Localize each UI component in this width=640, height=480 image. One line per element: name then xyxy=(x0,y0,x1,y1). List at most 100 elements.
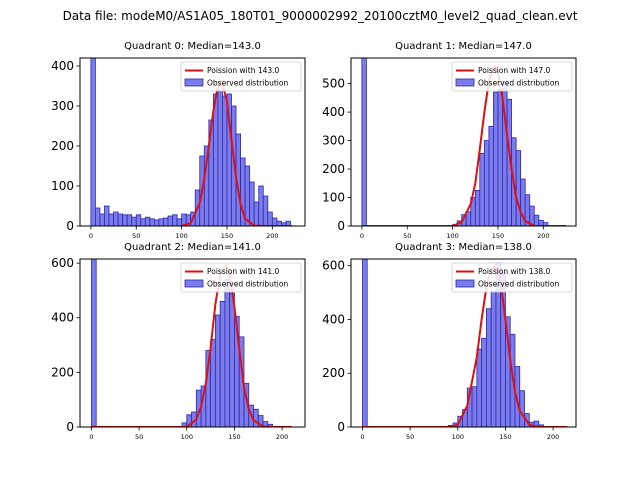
histogram-bar xyxy=(262,195,269,226)
legend-box xyxy=(451,61,573,92)
histogram-bar xyxy=(483,140,490,226)
histogram-bar xyxy=(117,213,124,226)
histogram-bar xyxy=(144,216,151,226)
y-tick-label: 0 xyxy=(66,420,74,434)
histogram-bar xyxy=(253,408,259,427)
histogram-bar xyxy=(249,181,255,226)
histogram-bar xyxy=(217,89,223,226)
histogram-bar xyxy=(538,424,544,427)
y-tick-label: 400 xyxy=(51,59,74,73)
histogram-bar xyxy=(476,348,483,427)
histogram-bar xyxy=(267,211,273,226)
histogram-bar xyxy=(229,292,235,427)
y-tick-label: 100 xyxy=(322,191,345,205)
histogram-bar xyxy=(474,190,481,226)
histogram-bar xyxy=(361,58,367,226)
histogram-bar xyxy=(126,214,133,226)
histogram-bar xyxy=(471,386,478,427)
legend-box xyxy=(180,61,302,92)
histogram-bar xyxy=(222,95,228,226)
axes-frame xyxy=(350,258,577,428)
legend: Poission with 147.0 Observed distribution xyxy=(451,61,573,92)
histogram-bar xyxy=(362,259,368,427)
legend-label: Observed distribution xyxy=(478,79,559,88)
subplot-quadrant-2: Quadrant 2: Median=141.0 0 50 100 150 200 0 200… xyxy=(51,242,306,441)
x-tick-label: 200 xyxy=(547,433,559,441)
legend-label: Observed distribution xyxy=(478,280,559,289)
histogram-bar xyxy=(167,215,173,226)
y-tick-label: 600 xyxy=(322,259,345,273)
histogram-bar xyxy=(253,201,260,226)
subplot-title: Quadrant 1: Median=147.0 xyxy=(395,41,532,52)
histogram-bar xyxy=(258,185,264,226)
histogram-bar xyxy=(172,214,178,226)
x-tick-label: 50 xyxy=(403,232,411,240)
axes-frame xyxy=(79,258,306,428)
legend: Poission with 141.0 Observed distribution xyxy=(180,262,302,293)
histogram-bar xyxy=(244,165,251,226)
subplot-quadrant-0: Quadrant 0: Median=143.0 0 50 100 150 200 0 100… xyxy=(51,41,306,240)
subplot-title: Quadrant 3: Median=138.0 xyxy=(395,242,532,253)
histogram-bar xyxy=(224,279,231,427)
x-tick-label: 0 xyxy=(89,433,93,441)
subplot-quadrant-1: Quadrant 1: Median=147.0 0 50 100 150 200 0 100… xyxy=(322,41,577,240)
histogram-bar xyxy=(212,93,219,226)
histogram-bar xyxy=(108,213,114,226)
legend-bar-swatch xyxy=(184,279,204,288)
histogram-bar xyxy=(135,214,142,226)
y-tick-label: 300 xyxy=(51,99,74,113)
legend-bar-swatch xyxy=(455,78,475,87)
histogram-bar xyxy=(519,390,525,427)
y-tick-label: 500 xyxy=(322,77,345,91)
x-tick-label: 200 xyxy=(266,232,278,240)
legend-label: Observed distribution xyxy=(207,79,288,88)
y-tick-label: 200 xyxy=(322,366,345,380)
histogram-bar xyxy=(163,217,169,226)
x-tick-label: 100 xyxy=(446,232,458,240)
histogram-bar xyxy=(131,216,137,226)
x-tick-label: 150 xyxy=(228,433,240,441)
x-tick-label: 200 xyxy=(276,433,288,441)
legend-bar-swatch xyxy=(184,78,204,87)
legend-label: Poission with 141.0 xyxy=(207,267,280,276)
histogram-bar xyxy=(493,91,499,226)
y-tick-label: 400 xyxy=(51,311,74,325)
y-tick-label: 100 xyxy=(51,179,74,193)
histogram-bar xyxy=(210,339,216,427)
legend-label: Poission with 147.0 xyxy=(478,66,551,75)
histogram-bar xyxy=(490,290,497,427)
histogram-bar xyxy=(140,218,146,226)
x-tick-label: 0 xyxy=(89,232,93,240)
x-tick-label: 150 xyxy=(499,433,511,441)
histogram-bar xyxy=(176,218,183,226)
histogram-bar xyxy=(90,58,96,226)
x-tick-label: 150 xyxy=(221,232,233,240)
histogram-bar xyxy=(497,88,503,226)
x-tick-label: 200 xyxy=(537,232,549,240)
histogram-bar xyxy=(153,219,160,226)
y-tick-label: 0 xyxy=(337,420,345,434)
histogram-bar xyxy=(99,213,105,226)
histogram-bar xyxy=(271,217,278,226)
histogram-bar xyxy=(465,211,472,226)
legend-bar-swatch xyxy=(455,279,475,288)
subplot-title: Quadrant 2: Median=141.0 xyxy=(124,242,261,253)
x-tick-label: 100 xyxy=(175,232,187,240)
histogram-bar xyxy=(113,211,119,226)
legend: Poission with 143.0 Observed distribution xyxy=(180,61,302,92)
y-tick-label: 600 xyxy=(51,256,74,270)
histogram-bar xyxy=(515,150,522,226)
histogram-bar xyxy=(481,337,487,427)
x-tick-label: 0 xyxy=(360,232,364,240)
histogram-bar xyxy=(485,308,492,427)
x-tick-label: 0 xyxy=(360,433,364,441)
legend-box xyxy=(451,262,573,293)
histogram-bar xyxy=(91,259,97,427)
x-tick-label: 100 xyxy=(452,433,464,441)
histogram-bar xyxy=(122,214,128,226)
y-tick-label: 0 xyxy=(337,219,345,233)
histogram-bar xyxy=(542,222,549,226)
legend-box xyxy=(180,262,302,293)
histogram-bar xyxy=(533,214,540,226)
y-tick-label: 200 xyxy=(51,365,74,379)
